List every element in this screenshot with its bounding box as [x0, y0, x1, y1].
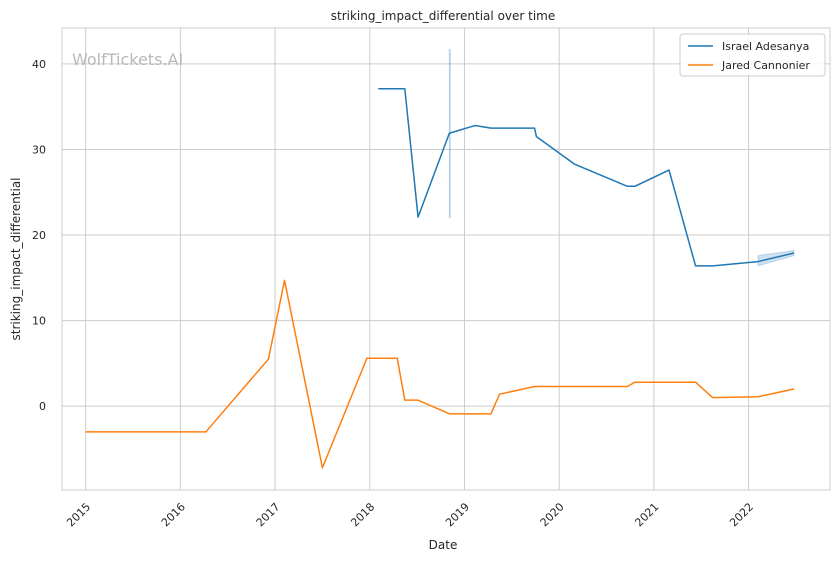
- series-line-jared-cannonier: [85, 279, 795, 469]
- x-tick-labels: 2015 2016 2017 2018 2019 2020 2021 2022: [64, 500, 756, 529]
- y-tick-label-40: 40: [32, 58, 46, 71]
- plot-frame: [61, 27, 831, 491]
- x-tick-label-2020: 2020: [538, 500, 567, 529]
- legend-box: [679, 33, 826, 77]
- x-tick-label-2021: 2021: [632, 500, 661, 529]
- series-lines: [85, 87, 795, 469]
- legend-label-israel-adesanya: Israel Adesanya: [722, 40, 809, 53]
- y-tick-label-0: 0: [39, 400, 46, 413]
- series-line-israel-adesanya: [378, 87, 795, 267]
- y-tick-labels: 0 10 20 30 40: [32, 58, 46, 413]
- confidence-bands: [448, 48, 795, 267]
- confidence-band-israel-adesanya-1: [757, 249, 795, 267]
- y-tick-label-20: 20: [32, 229, 46, 242]
- y-tick-label-30: 30: [32, 143, 46, 156]
- grid: [62, 28, 830, 490]
- y-axis-title: striking_impact_differential: [9, 177, 23, 340]
- legend-label-jared-cannonier: Jared Cannonier: [721, 59, 810, 72]
- watermark: WolfTickets.AI: [72, 50, 183, 69]
- y-tick-label-10: 10: [32, 315, 46, 328]
- chart-title: striking_impact_differential over time: [331, 9, 556, 23]
- x-tick-label-2022: 2022: [727, 500, 756, 529]
- x-tick-label-2016: 2016: [159, 500, 188, 529]
- legend: Israel Adesanya Jared Cannonier: [679, 33, 826, 77]
- x-tick-label-2017: 2017: [254, 500, 283, 529]
- x-tick-label-2018: 2018: [348, 500, 377, 529]
- x-axis-title: Date: [429, 538, 458, 552]
- x-tick-label-2019: 2019: [443, 500, 472, 529]
- x-tick-label-2015: 2015: [64, 500, 93, 529]
